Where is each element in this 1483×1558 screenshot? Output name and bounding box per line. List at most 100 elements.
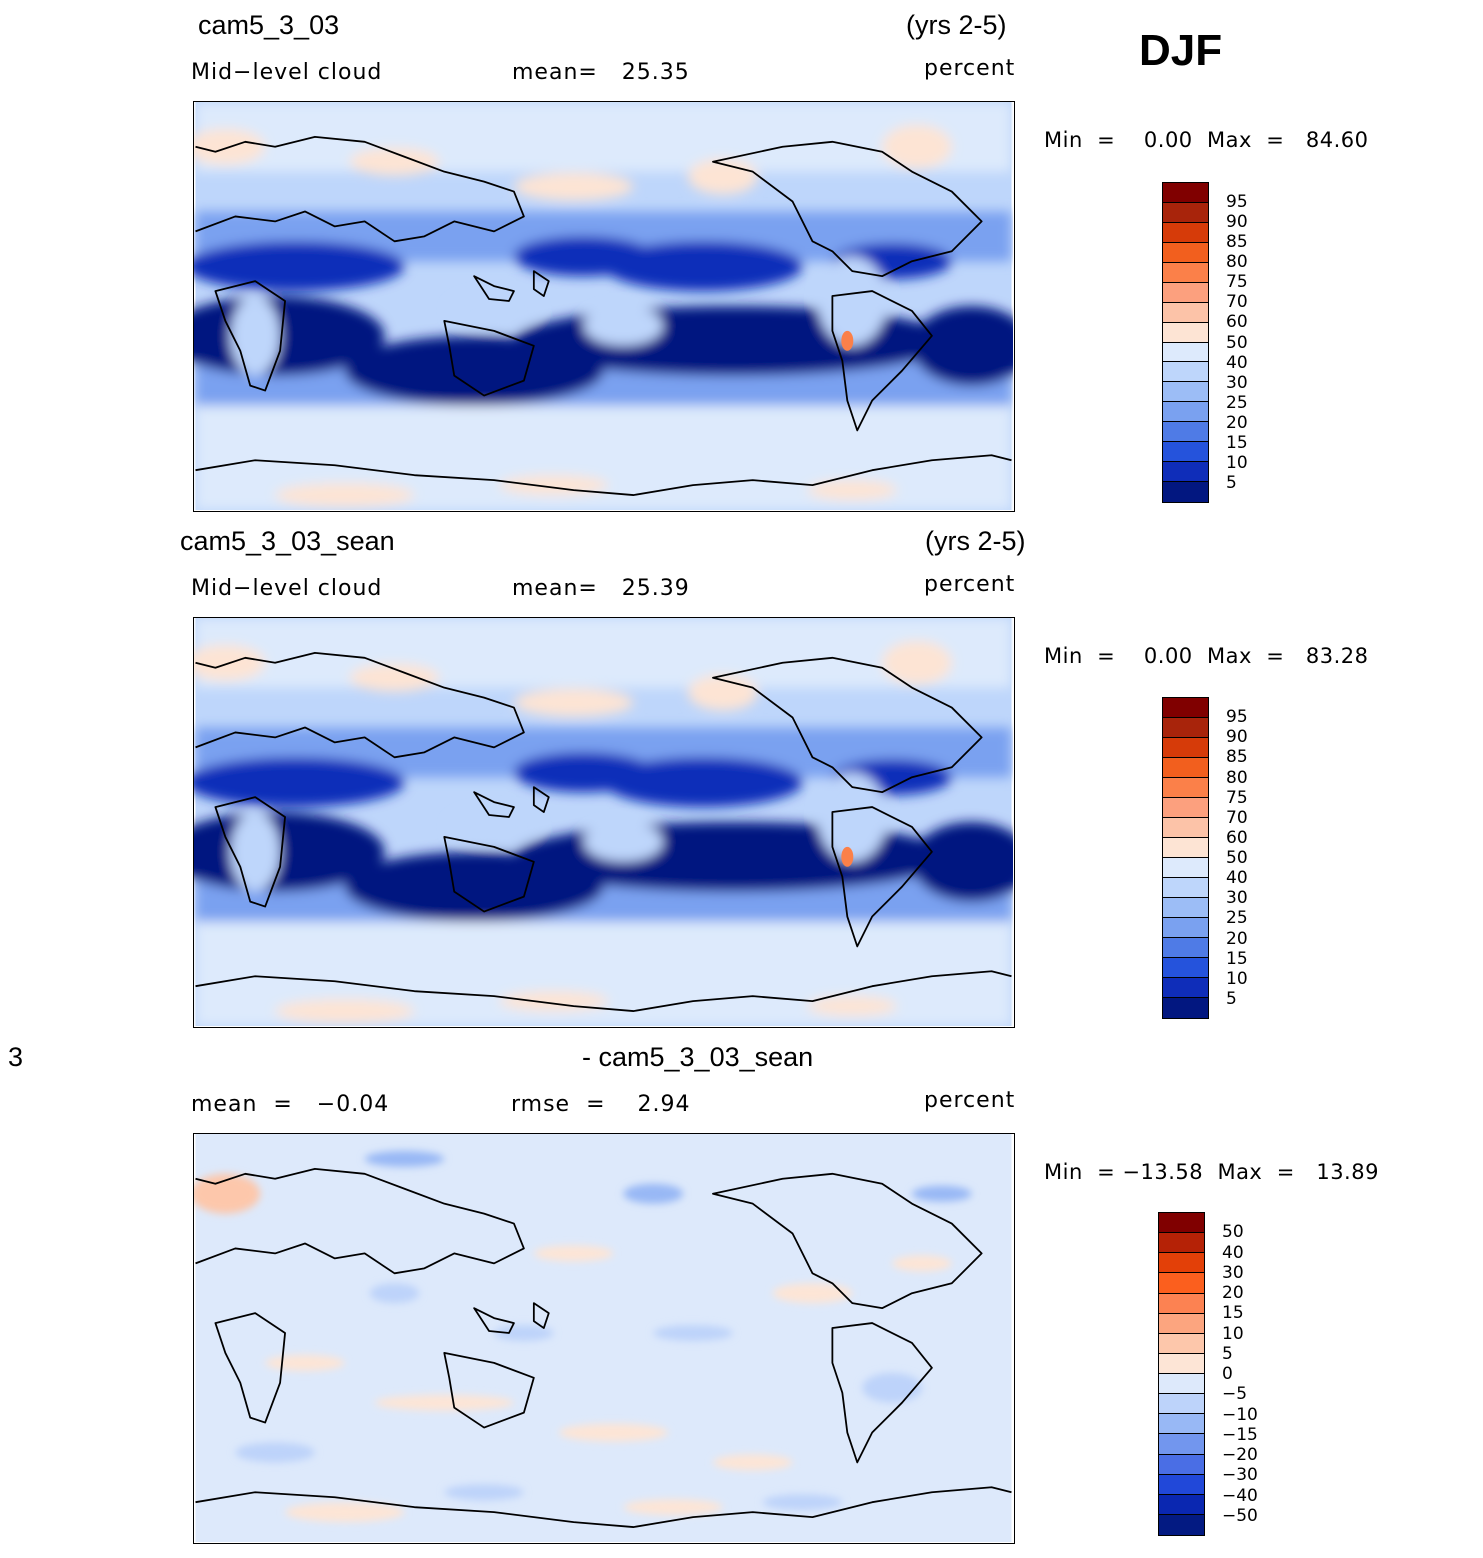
colorbar-swatch bbox=[1163, 718, 1208, 738]
season-label: DJF bbox=[1139, 26, 1223, 75]
coastline bbox=[532, 270, 550, 297]
colorbar-swatch bbox=[1163, 858, 1208, 878]
field-patch bbox=[892, 1255, 952, 1272]
field-wet-zone bbox=[230, 296, 281, 376]
field-dry-zone bbox=[513, 822, 952, 892]
field-wet-zone bbox=[449, 809, 539, 845]
panel1-period: (yrs 2-5) bbox=[906, 10, 1007, 40]
field-patch bbox=[807, 480, 898, 501]
colorbar-tick-label: 40 bbox=[1226, 352, 1248, 373]
colorbar-tick-label: 85 bbox=[1226, 232, 1248, 253]
colorbar-tick-label: 30 bbox=[1226, 372, 1248, 393]
colorbar-tick-label: 5 bbox=[1226, 988, 1237, 1009]
panel1-variable: Mid−level cloud bbox=[191, 60, 383, 85]
field-patch bbox=[513, 688, 634, 717]
colorbar-tick-label: 20 bbox=[1226, 928, 1248, 949]
panel2-period: (yrs 2-5) bbox=[925, 526, 1026, 556]
colorbar-tick-label: 10 bbox=[1226, 968, 1248, 989]
colorbar-tick-label: 15 bbox=[1226, 432, 1248, 453]
coastline bbox=[443, 1352, 535, 1429]
colorbar-swatch bbox=[1159, 1293, 1204, 1314]
field-dry-zone bbox=[912, 306, 1013, 386]
panel3-colorbar bbox=[1158, 1212, 1205, 1536]
colorbar-tick-label: 40 bbox=[1222, 1242, 1244, 1263]
colorbar-swatch bbox=[1163, 242, 1208, 263]
field-dry-zone bbox=[194, 241, 405, 292]
colorbar-tick-label: 80 bbox=[1226, 767, 1248, 788]
colorbar-swatch bbox=[1163, 798, 1208, 818]
colorbar-tick-label: 75 bbox=[1226, 272, 1248, 293]
colorbar-tick-label: 40 bbox=[1226, 868, 1248, 889]
field-dry-zone bbox=[513, 306, 952, 376]
colorbar-tick-label: −50 bbox=[1222, 1505, 1258, 1526]
field-patch bbox=[513, 172, 634, 201]
coastline bbox=[443, 320, 535, 397]
field-peak bbox=[841, 330, 854, 351]
colorbar-tick-label: 70 bbox=[1226, 807, 1248, 828]
colorbar-tick-label: 95 bbox=[1226, 192, 1248, 213]
field-patch bbox=[265, 1354, 345, 1371]
colorbar-swatch bbox=[1163, 262, 1208, 283]
colorbar-tick-label: 95 bbox=[1226, 707, 1248, 728]
colorbar-swatch bbox=[1159, 1333, 1204, 1354]
field-patch bbox=[623, 1499, 723, 1516]
field-dry-zone bbox=[194, 757, 405, 808]
field-patch bbox=[349, 147, 440, 176]
panel2-mean: mean= 25.39 bbox=[512, 576, 690, 601]
colorbar-swatch bbox=[1163, 818, 1208, 838]
colorbar-tick-label: 15 bbox=[1222, 1303, 1244, 1324]
colorbar-tick-label: 50 bbox=[1226, 848, 1248, 868]
coastline bbox=[473, 1307, 515, 1334]
colorbar-swatch bbox=[1163, 462, 1208, 483]
colorbar-swatch bbox=[1163, 302, 1208, 323]
field-wet-zone bbox=[817, 772, 888, 862]
coastline bbox=[443, 836, 535, 913]
colorbar-swatch bbox=[1163, 738, 1208, 758]
coastline bbox=[214, 280, 286, 392]
colorbar-tick-label: 5 bbox=[1222, 1343, 1233, 1364]
coastline bbox=[195, 1486, 1012, 1528]
colorbar-swatch bbox=[1163, 202, 1208, 223]
field-background bbox=[195, 1134, 1012, 1542]
field-patch bbox=[558, 1423, 669, 1442]
field-patch bbox=[862, 1372, 922, 1403]
colorbar-tick-label: 10 bbox=[1222, 1323, 1244, 1344]
panel2-min-max: Min = 0.00 Max = 83.28 bbox=[1044, 644, 1369, 668]
coastline bbox=[532, 786, 550, 813]
coastline bbox=[195, 970, 1012, 1012]
colorbar-swatch bbox=[1159, 1233, 1204, 1254]
colorbar-tick-label: −40 bbox=[1222, 1485, 1258, 1506]
colorbar-swatch bbox=[1163, 402, 1208, 423]
colorbar-swatch bbox=[1159, 1374, 1204, 1395]
panel1-mean: mean= 25.35 bbox=[512, 60, 690, 85]
band-north bbox=[195, 102, 1012, 172]
field-dry-zone bbox=[603, 241, 803, 292]
field-patch bbox=[364, 1150, 445, 1167]
colorbar-swatch bbox=[1163, 938, 1208, 958]
field-peak bbox=[841, 846, 854, 867]
panel2-units: percent bbox=[924, 572, 1016, 597]
colorbar-tick-label: −20 bbox=[1222, 1445, 1258, 1465]
field-patch bbox=[882, 124, 952, 169]
field-patch bbox=[275, 483, 415, 508]
field-patch bbox=[712, 1454, 793, 1471]
panel1-title: cam5_3_03 bbox=[198, 10, 340, 40]
coastline bbox=[195, 651, 525, 759]
colorbar-swatch bbox=[1163, 442, 1208, 463]
field-dry-zone bbox=[603, 757, 803, 808]
field-wet-zone bbox=[449, 293, 539, 329]
field-patch bbox=[772, 1283, 853, 1304]
colorbar-swatch bbox=[1163, 958, 1208, 978]
colorbar-swatch bbox=[1159, 1514, 1204, 1535]
field-wet-zone bbox=[583, 822, 664, 862]
field-patch bbox=[285, 1502, 405, 1523]
coastline bbox=[831, 290, 933, 432]
coastline bbox=[195, 135, 525, 243]
colorbar-tick-label: 70 bbox=[1226, 292, 1248, 313]
field-patch bbox=[349, 663, 440, 692]
coastlines bbox=[195, 651, 1012, 1012]
coastline bbox=[712, 656, 983, 794]
panel1-colorbar bbox=[1162, 182, 1209, 503]
field-patch bbox=[807, 996, 898, 1017]
colorbar-tick-label: 20 bbox=[1222, 1283, 1244, 1303]
